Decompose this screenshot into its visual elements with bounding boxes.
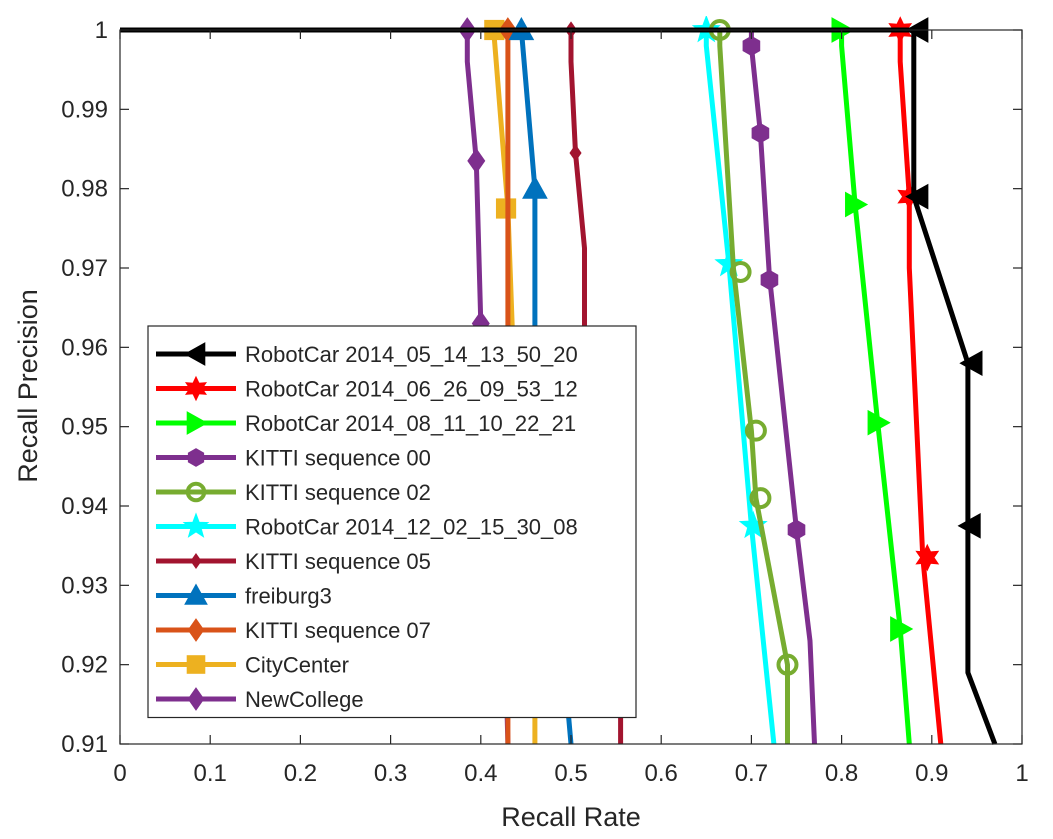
legend-item: RobotCar 2014_12_02_15_30_08 [156,512,578,540]
marker-hexagon [742,35,761,57]
x-tick-label: 0.2 [284,760,317,787]
y-tick-label: 0.99 [61,96,108,123]
x-tick-label: 0.1 [194,760,227,787]
marker-hexagram [184,375,208,402]
legend-label: CityCenter [245,653,349,678]
legend-label: KITTI sequence 05 [245,549,431,574]
series-4 [120,19,799,744]
marker-hexagon [787,519,806,540]
marker-circle [744,419,767,442]
marker-diamond [190,552,202,570]
marker-triangle-right [845,191,869,218]
marker-diamond [569,144,582,162]
x-tick-label: 0 [113,760,126,787]
marker-circle [185,481,207,503]
marker-diamond [187,687,205,711]
x-tick-label: 0.6 [645,760,678,787]
y-tick-label: 1 [95,17,108,44]
y-tick-label: 0.96 [61,334,108,361]
y-tick-label: 0.94 [61,493,108,520]
axes-layer: 0 0.1 0.2 0.3 0.4 0.5 0.6 0.7 0.8 0.9 10.910.920.9… [61,17,1028,787]
marker-square [186,655,206,674]
legend-item: KITTI sequence 02 [156,480,431,505]
legend-label: RobotCar 2014_08_11_10_22_21 [245,411,576,436]
x-tick-label: 1 [1015,760,1028,787]
y-axis-label: Recall Precision [13,289,43,483]
marker-circle [776,653,799,676]
y-tick-label: 0.91 [61,731,108,758]
marker-diamond [187,618,205,642]
x-tick-label: 0.7 [735,760,768,787]
legend-box [147,325,637,719]
legend-item: CityCenter [156,653,349,678]
legend-item: freiburg3 [156,583,332,609]
marker-triangle-left [905,183,929,210]
marker-hexagon [187,448,205,467]
y-tick-label: 0.97 [61,255,108,282]
marker-triangle-up [184,583,208,605]
legend-label: RobotCar 2014_05_14_13_50_20 [245,342,578,367]
x-tick-label: 0.4 [464,760,497,787]
marker-triangle-left [957,512,981,539]
x-axis-label: Recall Rate [501,802,641,832]
legend: RobotCar 2014_05_14_13_50_20 RobotCar 201… [147,325,637,719]
marker-pentagram [738,510,768,539]
marker-circle [749,487,772,510]
x-tick-label: 0.8 [825,760,858,787]
legend-item: RobotCar 2014_08_11_10_22_21 [156,411,576,436]
x-tick-label: 0.3 [374,760,407,787]
legend-label: freiburg3 [245,584,332,609]
marker-triangle-left [183,342,206,366]
y-tick-label: 0.98 [61,176,108,203]
marker-hexagon [751,122,770,144]
marker-circle [729,260,752,283]
legend-item: KITTI sequence 07 [156,618,431,643]
marker-triangle-right [867,409,891,436]
legend-label: RobotCar 2014_12_02_15_30_08 [245,515,578,540]
legend-item: KITTI sequence 00 [156,446,431,471]
x-tick-label: 0.5 [554,760,587,787]
marker-pentagram [714,248,744,277]
legend-item: RobotCar 2014_06_26_09_53_12 [156,375,578,402]
x-tick-label: 0.9 [915,760,948,787]
marker-hexagram [915,543,940,572]
y-tick-label: 0.93 [61,572,108,599]
marker-triangle-right [186,411,209,435]
y-tick-label: 0.92 [61,652,108,679]
series-line [120,27,790,744]
marker-diamond [467,148,486,174]
legend-item: RobotCar 2014_05_14_13_50_20 [156,342,578,367]
legend-label: KITTI sequence 07 [245,618,431,643]
marker-triangle-left [959,350,983,377]
marker-pentagram [182,512,210,538]
marker-hexagon [760,269,779,291]
y-tick-label: 0.95 [61,414,108,441]
legend-label: RobotCar 2014_06_26_09_53_12 [245,377,578,402]
legend-label: NewCollege [245,687,364,712]
legend-label: KITTI sequence 00 [245,446,431,471]
marker-triangle-right [890,616,914,642]
legend-item: KITTI sequence 05 [156,549,431,574]
marker-triangle-up [522,175,548,199]
legend-label: KITTI sequence 02 [245,480,431,505]
legend-item: NewCollege [156,687,364,712]
